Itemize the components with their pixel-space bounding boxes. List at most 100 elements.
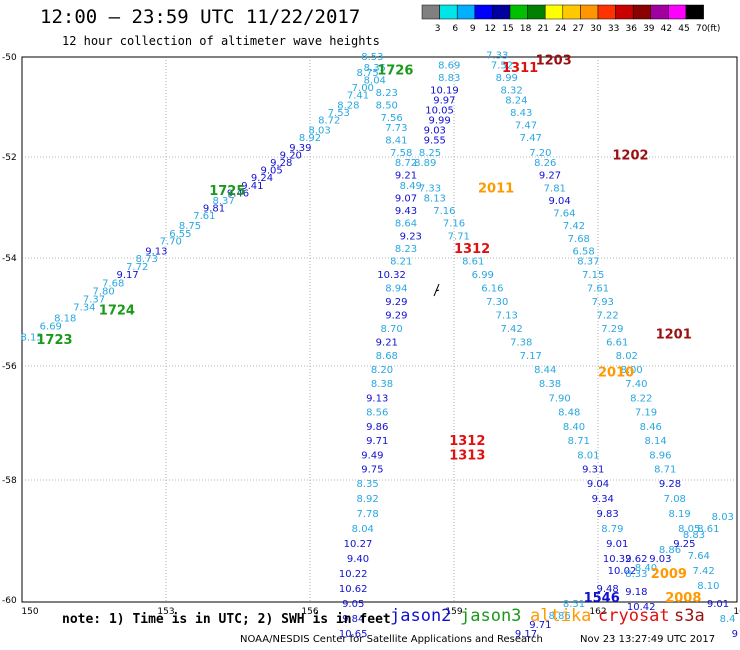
wave-height-value: 8.38 — [539, 379, 561, 390]
color-swatch — [685, 4, 704, 20]
wave-height-value: 8.4 — [720, 614, 736, 625]
wave-height-value: 10.62 — [339, 584, 368, 595]
color-scale-label: 33 — [608, 24, 619, 34]
wave-height-value: 8.04 — [364, 76, 386, 87]
wave-height-value: 8.86 — [548, 611, 570, 622]
wave-height-value: 9.46 — [227, 188, 249, 199]
wave-height-value: 7.68 — [568, 234, 590, 245]
wave-height-value: 7.33 — [486, 51, 508, 62]
map-subtitle: 12 hour collection of altimeter wave hei… — [62, 34, 380, 48]
wave-height-value: 8.24 — [505, 96, 527, 107]
wave-height-value: 9.28 — [270, 158, 292, 169]
wave-height-value: 7.30 — [486, 297, 508, 308]
wave-height-value: 7.29 — [601, 324, 623, 335]
wave-height-value: 8.56 — [366, 408, 388, 419]
pass-time-label: 1723 — [36, 333, 72, 348]
wave-height-value: 8.41 — [385, 136, 407, 147]
x-tick-label: 162 — [589, 607, 606, 617]
color-scale-label: 18 — [520, 24, 532, 34]
wave-height-value: 8.37 — [577, 257, 599, 268]
color-scale-label: 15 — [502, 24, 513, 34]
wave-height-value: 8.00 — [620, 365, 642, 376]
wave-height-value: 7.73 — [385, 123, 407, 134]
wave-height-value: 7.72 — [126, 262, 148, 273]
wave-height-value: 7.47 — [520, 133, 542, 144]
wave-height-value: 8.26 — [534, 158, 556, 169]
wave-height-value: 8.02 — [616, 351, 638, 362]
pass-time-label: 2008 — [665, 591, 701, 606]
wave-height-value: 8.70 — [380, 324, 402, 335]
x-tick-label: 156 — [301, 607, 318, 617]
wave-height-value: 8.92 — [356, 494, 378, 505]
wave-height-value: 9.49 — [361, 450, 383, 461]
pass-time-label: 2011 — [478, 181, 514, 196]
wave-height-value: 7.15 — [582, 270, 604, 281]
wave-height-value: 10.22 — [339, 569, 368, 580]
wave-height-value: 7.68 — [102, 278, 124, 289]
color-scale-label: 70 — [696, 24, 708, 34]
wave-height-value: 7.58 — [390, 148, 412, 159]
map-title: 12:00 – 23:59 UTC 11/22/2017 — [40, 6, 361, 28]
wave-height-value: 7.37 — [83, 295, 105, 306]
wave-height-value: 7.90 — [548, 393, 570, 404]
y-tick-label: -58 — [2, 476, 17, 486]
wave-height-value: 8.35 — [356, 479, 378, 490]
wave-height-value: 8.83 — [683, 530, 705, 541]
wave-height-value: 8.25 — [419, 148, 441, 159]
wave-height-value: 8.03 — [308, 126, 330, 137]
wave-height-value: 8.72 — [318, 116, 340, 127]
color-scale-label: 30 — [590, 24, 602, 34]
wave-height-value: 8.75 — [179, 221, 201, 232]
color-scale-label: 24 — [555, 24, 567, 34]
color-scale-unit: (ft) — [707, 24, 721, 34]
wave-height-value: 9.17 — [116, 270, 138, 281]
color-swatch — [615, 4, 634, 20]
wave-height-value: 9.24 — [251, 173, 273, 184]
wave-height-value: 9.03 — [649, 554, 671, 565]
x-tick-label: 150 — [21, 607, 38, 617]
wave-height-value: 8.75 — [356, 68, 378, 79]
wave-height-value: 8.04 — [352, 524, 374, 535]
wave-height-value: 7.61 — [193, 211, 215, 222]
wave-height-value: 7.41 — [347, 91, 369, 102]
wave-height-value: 9.81 — [203, 204, 225, 215]
wave-height-value: 7.42 — [500, 324, 522, 335]
pass-time-label: 2010 — [598, 366, 634, 381]
wave-height-value: 9.86 — [366, 422, 388, 433]
wave-height-value: 10.27 — [344, 539, 373, 550]
y-tick-label: -52 — [2, 153, 17, 163]
y-tick-label: -50 — [2, 53, 17, 63]
y-tick-label: -54 — [2, 254, 17, 264]
wave-height-value: 7.40 — [625, 379, 647, 390]
wave-height-value: 8.01 — [577, 450, 599, 461]
x-tick-label: 165 — [733, 607, 740, 617]
wave-height-value: 7.13 — [496, 311, 518, 322]
wave-height-value: 7.71 — [448, 231, 470, 242]
wave-height-value: 6.99 — [472, 270, 494, 281]
wave-height-value: 8.19 — [668, 509, 690, 520]
color-scale-label: 36 — [625, 24, 637, 34]
wave-height-value: 8.37 — [212, 196, 234, 207]
color-swatch — [544, 4, 564, 20]
wave-height-value: 10.32 — [603, 554, 632, 565]
wave-height-value: 7.17 — [520, 351, 542, 362]
wave-height-value: 8.92 — [299, 133, 321, 144]
pass-time-label: 1546 — [584, 591, 620, 606]
wave-height-value: 9.01 — [606, 539, 628, 550]
wave-height-value: 9.28 — [659, 479, 681, 490]
wave-height-value: 9.48 — [596, 584, 618, 595]
pass-time-label: 1203 — [536, 54, 572, 69]
pass-time-label: 1726 — [377, 64, 413, 79]
wave-height-value: 8.71 — [654, 465, 676, 476]
wave-height-value: 6.61 — [606, 338, 628, 349]
wave-height-value: 7.78 — [356, 509, 378, 520]
wave-height-value: 9.29 — [385, 311, 407, 322]
legend-jason3: jason3 — [460, 606, 522, 626]
wave-height-value: 7.08 — [664, 494, 686, 505]
wave-height-value: 7.22 — [596, 311, 618, 322]
color-swatch — [474, 4, 493, 20]
wave-height-value: 8.96 — [649, 450, 671, 461]
color-scale-label: 12 — [485, 24, 496, 34]
wave-height-value: 8.21 — [390, 257, 412, 268]
pass-time-label: 1311 — [502, 61, 538, 76]
